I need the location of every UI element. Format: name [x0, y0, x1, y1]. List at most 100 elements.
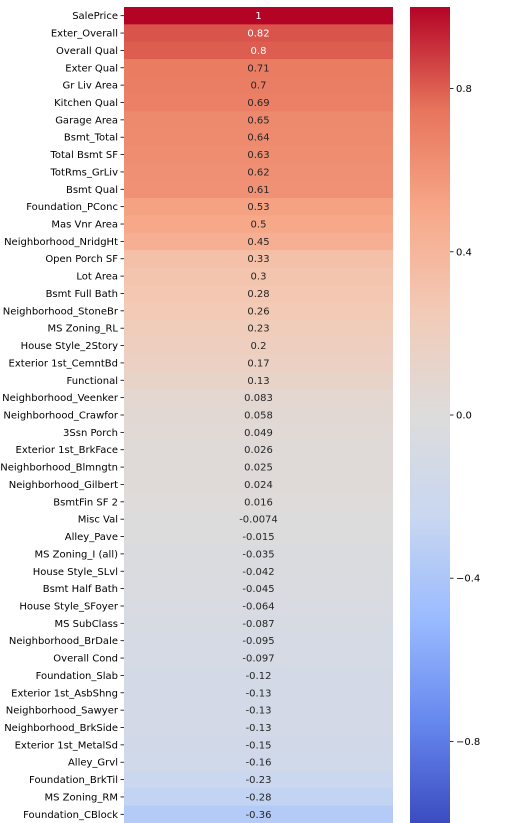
heatmap-cell [124, 215, 393, 234]
cell-value-label: -0.097 [242, 654, 274, 665]
row-label: Exterior 1st_CemntBd [9, 358, 118, 369]
heatmap-cell [124, 24, 393, 43]
heatmap-cell [124, 111, 393, 130]
cell-value-label: 0.53 [247, 202, 269, 213]
heatmap-cell [124, 666, 393, 685]
cell-value-label: 0.23 [247, 324, 269, 335]
cell-value-label: -0.095 [242, 636, 274, 647]
cell-value-label: 0.71 [247, 63, 269, 74]
cell-value-label: 0.64 [247, 133, 269, 144]
heatmap-cell [124, 545, 393, 564]
cell-value-label: 0.7 [251, 81, 267, 92]
row-label: Exter Qual [65, 63, 118, 74]
heatmap-cell [124, 128, 393, 147]
row-label: Neighborhood_BrDale [9, 636, 118, 647]
row-label: TotRms_GrLiv [50, 167, 119, 178]
row-label: Mas Vnr Area [51, 220, 118, 231]
heatmap-cell [124, 250, 393, 269]
cell-value-label: 0.026 [244, 445, 273, 456]
colorbar: 0.8 0.4 0.0 −0.4 −0.8 [410, 7, 480, 823]
cell-value-label: -0.13 [246, 723, 272, 734]
heatmap-cell [124, 458, 393, 477]
row-label: Neighborhood_Veenker [2, 393, 119, 404]
row-label: Foundation_CBlock [23, 810, 118, 821]
row-label: House Style_SLvl [33, 567, 118, 578]
cell-value-label: 0.65 [247, 115, 269, 126]
heatmap-cell [124, 788, 393, 807]
cell-value-label: 0.049 [244, 428, 273, 439]
row-label: Total Bsmt SF [49, 150, 118, 161]
cell-value-label: 0.5 [251, 220, 267, 231]
heatmap-cell [124, 770, 393, 789]
cell-value-label: -0.015 [242, 532, 274, 543]
heatmap-cell [124, 302, 393, 321]
cell-value-label: -0.23 [246, 775, 272, 786]
cell-value-label: 0.28 [247, 289, 269, 300]
row-label: Neighborhood_Gilbert [9, 480, 118, 491]
row-label: Neighborhood_BrkSide [4, 723, 118, 734]
cell-value-label: 0.63 [247, 150, 269, 161]
row-label: Neighborhood_NridgHt [4, 237, 118, 248]
cell-value-label: 0.33 [247, 254, 269, 265]
cell-value-label: 0.13 [247, 376, 269, 387]
heatmap-cell [124, 579, 393, 598]
row-label: Exter_Overall [51, 29, 118, 40]
cell-value-label: -0.035 [242, 549, 274, 560]
row-label: MS SubClass [55, 619, 119, 630]
heatmap-cell [124, 59, 393, 78]
row-label: Neighborhood_Blmngtn [0, 463, 118, 474]
heatmap-cell [124, 388, 393, 407]
row-label: Lot Area [76, 272, 118, 283]
colorbar-tick-label: 0.0 [456, 411, 472, 422]
heatmap-cell [124, 475, 393, 494]
heatmap-cell [124, 319, 393, 338]
row-label: Neighborhood_Crawfor [3, 411, 118, 422]
heatmap-cell [124, 371, 393, 390]
heatmap-cell [124, 753, 393, 772]
heatmap-cell [124, 267, 393, 286]
cell-value-label: -0.16 [246, 758, 272, 769]
cell-value-label: 0.8 [251, 46, 267, 57]
heatmap-cell [124, 527, 393, 546]
heatmap-cell [124, 718, 393, 737]
cell-value-label: -0.28 [246, 792, 272, 803]
heatmap-cell [124, 510, 393, 529]
heatmap-cell [124, 736, 393, 755]
row-label: Foundation_PConc [26, 202, 118, 213]
heatmap-cell [124, 493, 393, 512]
cell-value-label: -0.087 [242, 619, 274, 630]
heatmap-cell [124, 632, 393, 650]
row-label: MS Zoning_RM [44, 792, 118, 803]
cell-value-label: 0.2 [251, 341, 267, 352]
cell-value-label: -0.0074 [239, 515, 278, 526]
heatmap-cell [124, 284, 393, 303]
heatmap-cell [124, 197, 393, 216]
row-label: 3Ssn Porch [63, 428, 118, 439]
row-label: Bsmt_Total [64, 133, 118, 144]
heatmap-cell [124, 597, 393, 616]
row-label: Bsmt Full Bath [46, 289, 118, 300]
cell-value-label: -0.12 [246, 671, 272, 682]
cell-value-label: 0.3 [251, 272, 267, 283]
cell-value-label: 0.17 [247, 358, 269, 369]
cell-value-label: -0.045 [242, 584, 274, 595]
row-label: House Style_SFoyer [19, 601, 119, 612]
cell-value-label: 0.61 [247, 185, 269, 196]
heatmap-cell [124, 649, 393, 668]
row-label: Neighborhood_StoneBr [3, 306, 119, 317]
row-label: MS Zoning_RL [48, 324, 119, 335]
row-label: Bsmt Qual [66, 185, 118, 196]
cell-value-label: 1 [255, 11, 261, 22]
cell-value-label: -0.15 [246, 740, 272, 751]
row-label: Exterior 1st_MetalSd [15, 740, 118, 751]
row-label: Alley_Pave [65, 532, 118, 543]
row-label: BsmtFin SF 2 [53, 497, 118, 508]
colorbar-tick-label: −0.4 [456, 574, 480, 585]
heatmap-cell [124, 441, 393, 460]
row-label: Foundation_Slab [36, 671, 118, 682]
heatmap-cell [124, 562, 393, 581]
heatmap-cell [124, 232, 393, 251]
cell-value-label: 0.016 [244, 497, 273, 508]
heatmap-cell [124, 145, 393, 164]
cell-value-label: -0.064 [242, 601, 274, 612]
